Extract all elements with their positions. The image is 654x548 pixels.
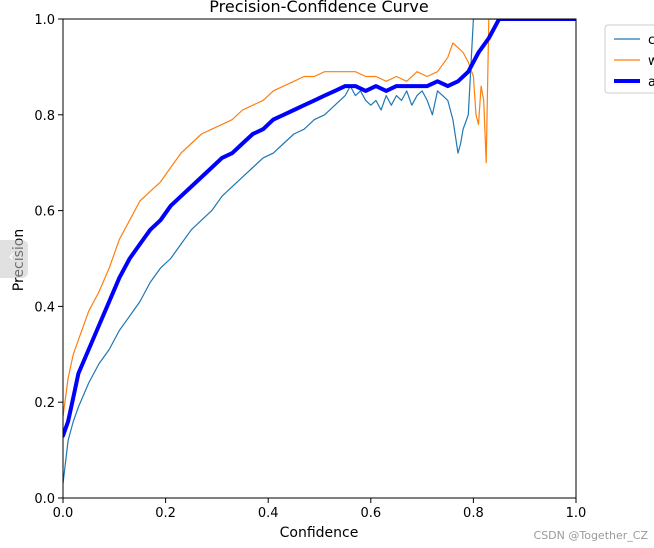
x-tick-label: 0.6: [360, 506, 381, 521]
plot-background: [63, 19, 576, 498]
chevron-left-icon: ‹: [8, 246, 16, 267]
x-axis-label: Confidence: [280, 525, 359, 541]
series-line-1: [63, 19, 576, 485]
y-tick-label: 0.2: [34, 396, 55, 411]
side-expand-handle[interactable]: ‹: [0, 240, 28, 278]
x-tick-label: 0.2: [155, 506, 176, 521]
x-axis-ticks: 0.0 0.2 0.4 0.6 0.8 1.0: [53, 498, 587, 521]
y-tick-label: 0.4: [34, 300, 55, 315]
series-layer: [63, 19, 576, 485]
legend-label-1: c: [648, 33, 654, 48]
y-tick-label: 1.0: [34, 13, 55, 28]
x-tick-label: 0.0: [53, 506, 74, 521]
series-line-3: [63, 19, 576, 438]
x-tick-label: 1.0: [566, 506, 587, 521]
x-tick-label: 0.8: [463, 506, 484, 521]
y-tick-label: 0.6: [34, 205, 55, 220]
x-tick-label: 0.4: [258, 506, 279, 521]
legend-label-2: w: [648, 54, 654, 69]
plot-frame: [62, 18, 577, 499]
y-tick-label: 0.0: [34, 492, 55, 507]
y-axis-ticks: 0.0 0.2 0.4 0.6 0.8 1.0: [34, 13, 63, 507]
chart-title: Precision-Confidence Curve: [209, 0, 428, 16]
watermark: CSDN @Together_CZ: [533, 529, 648, 542]
legend: cwa: [604, 24, 654, 94]
legend-label-3: a: [648, 75, 654, 90]
y-tick-label: 0.8: [34, 109, 55, 124]
legend-box: [604, 24, 654, 94]
